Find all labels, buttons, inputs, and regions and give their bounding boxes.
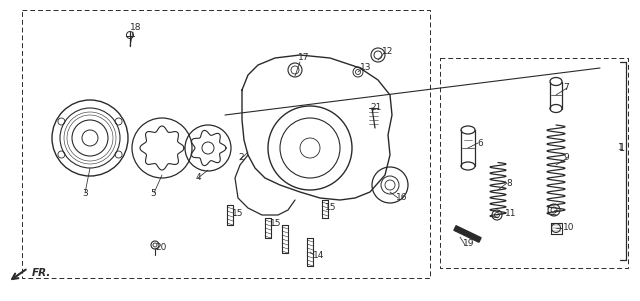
Text: 10: 10 [563,224,575,232]
Text: 9: 9 [563,153,569,162]
Text: 17: 17 [298,54,310,63]
Text: 2: 2 [238,154,244,163]
Polygon shape [454,226,481,242]
Text: 15: 15 [270,219,282,228]
Text: 6: 6 [477,138,483,147]
Text: 5: 5 [150,188,156,197]
Text: 4: 4 [196,173,202,182]
Text: 16: 16 [396,194,408,203]
Text: 8: 8 [506,178,512,188]
Text: 21: 21 [370,103,381,111]
Text: FR.: FR. [32,268,51,278]
Text: 20: 20 [155,243,166,252]
Text: 13: 13 [360,63,371,72]
Text: 18: 18 [130,23,141,32]
Text: 7: 7 [563,82,569,92]
Text: 1: 1 [618,144,624,153]
Text: 15: 15 [325,203,337,212]
Text: 15: 15 [232,209,243,218]
Text: 14: 14 [313,250,324,259]
Text: 19: 19 [463,240,474,249]
Text: 1: 1 [619,143,625,153]
Text: 12: 12 [382,46,394,55]
Text: 3: 3 [82,188,88,197]
Text: 11: 11 [505,209,516,218]
